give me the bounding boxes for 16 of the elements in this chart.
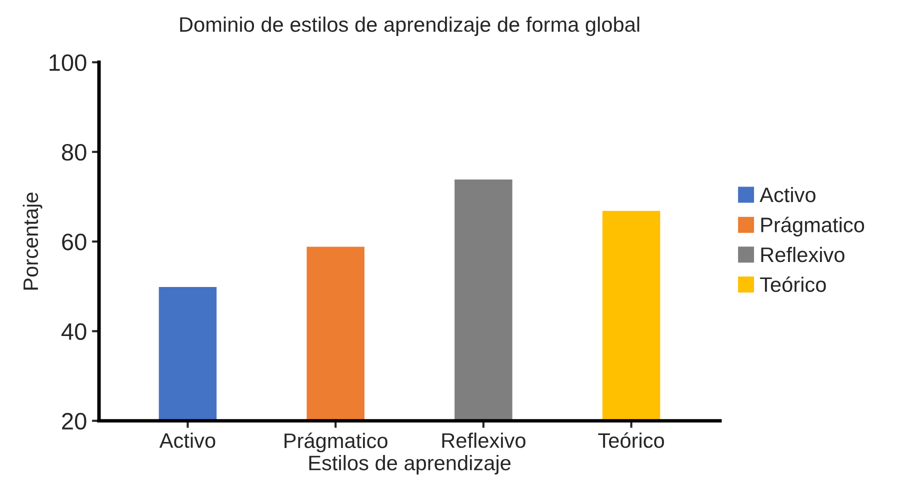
- x-axis-title: Estilos de aprendizaje: [309, 455, 510, 474]
- chart-title: Dominio de estilos de aprendizaje de forma global: [180, 16, 640, 36]
- legend-label: Teórico: [760, 276, 826, 292]
- y-tick-label: 20: [62, 412, 86, 430]
- legend-label: Activo: [760, 186, 816, 202]
- y-axis-title: Porcentaje: [22, 192, 42, 290]
- x-tick-label: Activo: [159, 432, 216, 448]
- y-tick-label: 100: [50, 54, 86, 72]
- x-tick-label: Reflexivo: [442, 432, 526, 448]
- legend-label: Reflexivo: [761, 246, 844, 262]
- x-tick-label: Teórico: [598, 432, 664, 448]
- y-tick-label: 60: [62, 234, 86, 250]
- legend-label: Prágmatico: [761, 216, 864, 236]
- y-tick-label: 80: [62, 144, 86, 161]
- x-tick-label: Prágmatico: [284, 432, 388, 452]
- y-tick-label: 40: [61, 323, 86, 340]
